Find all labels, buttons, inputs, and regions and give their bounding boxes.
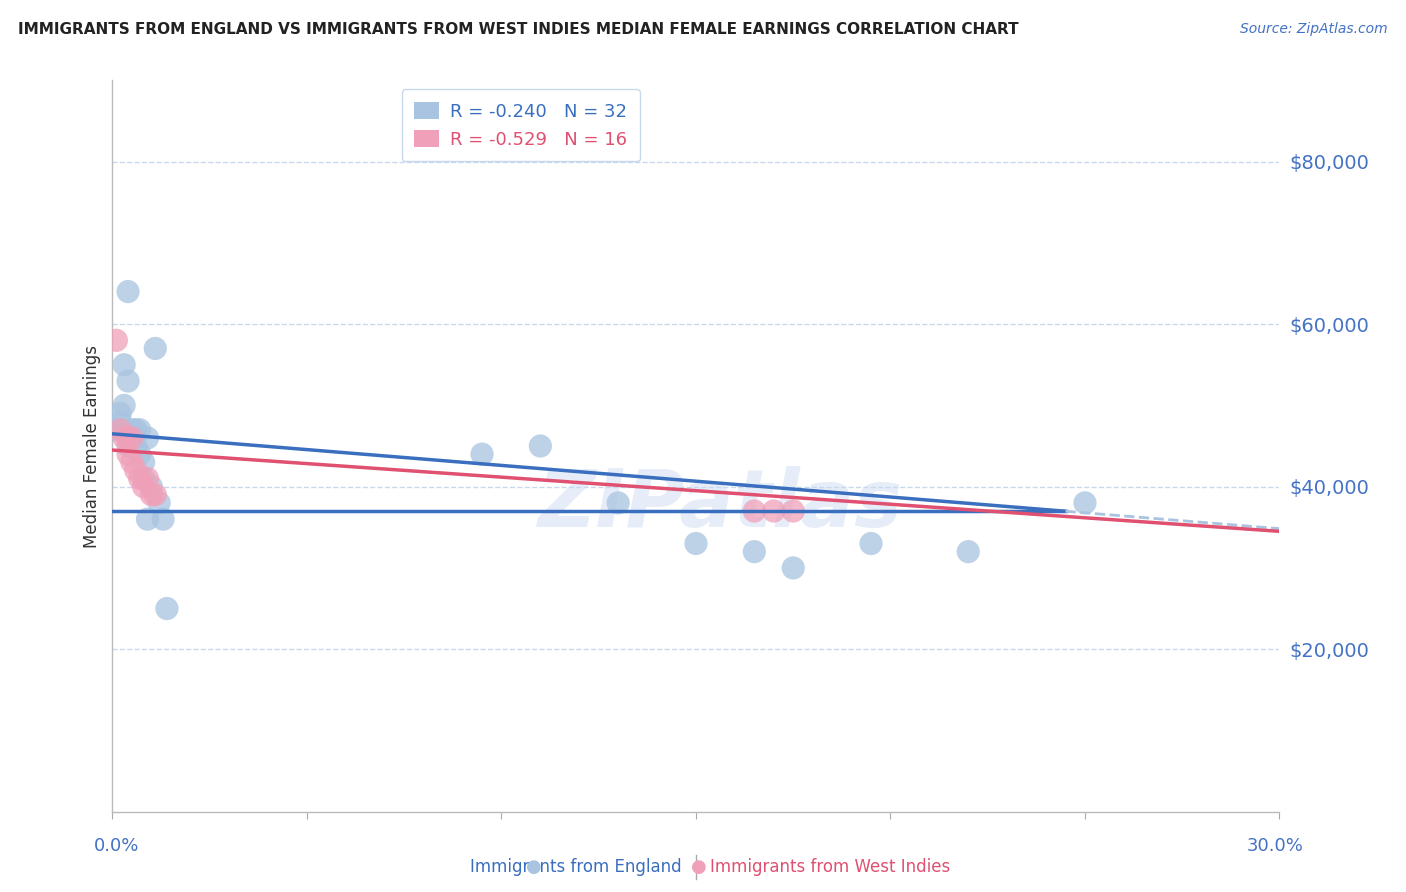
Point: [156, 601, 179, 615]
Legend: R = -0.240   N = 32, R = -0.529   N = 16: R = -0.240 N = 32, R = -0.529 N = 16: [402, 89, 640, 161]
Point: [152, 512, 174, 526]
Point: [117, 285, 139, 299]
Text: ZIPatlas: ZIPatlas: [537, 466, 901, 543]
Point: [143, 488, 166, 502]
Point: [136, 431, 159, 445]
Point: [132, 480, 155, 494]
Point: [471, 447, 494, 461]
Point: [112, 398, 135, 412]
Point: [105, 423, 128, 437]
Point: [121, 431, 143, 445]
Text: Immigrants from West Indies: Immigrants from West Indies: [710, 858, 950, 876]
Text: Immigrants from England: Immigrants from England: [470, 858, 682, 876]
Point: [1074, 496, 1097, 510]
Point: [112, 358, 135, 372]
Y-axis label: Median Female Earnings: Median Female Earnings: [83, 344, 101, 548]
Point: [117, 431, 139, 445]
Point: [128, 423, 150, 437]
Point: [141, 480, 163, 494]
Point: [128, 471, 150, 485]
Point: [136, 471, 159, 485]
Point: [132, 471, 155, 485]
Point: [121, 423, 143, 437]
Text: 30.0%: 30.0%: [1247, 837, 1303, 855]
Point: [117, 374, 139, 388]
Point: [141, 488, 163, 502]
Point: [782, 561, 804, 575]
Point: [125, 423, 148, 437]
Text: IMMIGRANTS FROM ENGLAND VS IMMIGRANTS FROM WEST INDIES MEDIAN FEMALE EARNINGS CO: IMMIGRANTS FROM ENGLAND VS IMMIGRANTS FR…: [18, 22, 1019, 37]
Point: [121, 431, 143, 445]
Point: [136, 512, 159, 526]
Point: [143, 342, 166, 356]
Point: [125, 463, 148, 477]
Point: [121, 455, 143, 469]
Point: [110, 415, 132, 429]
Point: [125, 439, 148, 453]
Point: [110, 407, 132, 421]
Point: [105, 334, 128, 348]
Point: [132, 455, 155, 469]
Point: [744, 544, 766, 558]
Text: Source: ZipAtlas.com: Source: ZipAtlas.com: [1240, 22, 1388, 37]
Text: ●: ●: [526, 858, 543, 876]
Point: [110, 423, 132, 437]
Text: 0.0%: 0.0%: [94, 837, 139, 855]
Text: ●: ●: [690, 858, 707, 876]
Point: [529, 439, 551, 453]
Point: [957, 544, 980, 558]
Point: [782, 504, 804, 518]
Point: [117, 439, 139, 453]
Point: [112, 431, 135, 445]
Point: [762, 504, 785, 518]
Point: [685, 536, 707, 550]
Point: [607, 496, 630, 510]
Point: [860, 536, 883, 550]
Point: [128, 447, 150, 461]
Point: [744, 504, 766, 518]
Point: [117, 447, 139, 461]
Point: [148, 496, 170, 510]
